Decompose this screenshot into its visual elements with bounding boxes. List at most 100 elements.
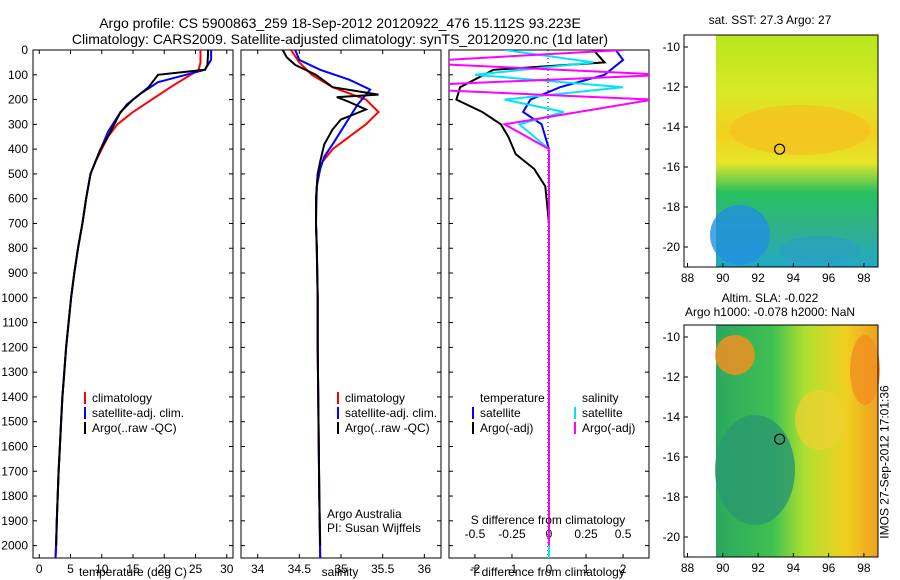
map-lon-label: 94 <box>787 561 801 575</box>
depth-tick-label: 1900 <box>1 514 28 528</box>
series-argo-raw-qc- <box>281 50 379 546</box>
map-lon-label: 90 <box>716 561 730 575</box>
difference-xlabel: T difference from climatology <box>471 565 625 579</box>
map-lon-label: 92 <box>751 271 765 285</box>
t-diff-tick-label: -2 <box>470 562 481 576</box>
map-lon-label: 96 <box>822 271 836 285</box>
argo-position-marker <box>773 433 786 445</box>
map-lon-label: 98 <box>857 271 871 285</box>
sst-cold-patch <box>710 205 770 265</box>
x-tick-label: 35.5 <box>371 562 395 576</box>
x-tick-label: 30 <box>220 562 234 576</box>
s-diff-tick-label: 0.5 <box>615 527 632 541</box>
x-tick-label: 10 <box>95 562 109 576</box>
legend-heading-salinity: salinity <box>582 391 619 405</box>
depth-tick-label: 0 <box>21 43 28 57</box>
map-lat-label: -14 <box>663 410 681 424</box>
series-climatology <box>54 50 202 558</box>
x-tick-label: 25 <box>189 562 203 576</box>
salinity-annotation-1: Argo Australia <box>327 507 402 521</box>
legend-label: satellite <box>582 406 623 420</box>
series-salinity-argo-adj- <box>449 50 649 546</box>
depth-tick-label: 1700 <box>1 464 28 478</box>
legend-heading-temperature: temperature <box>480 391 545 405</box>
depth-tick-label: 300 <box>8 117 28 131</box>
depth-tick-label: 1800 <box>1 489 28 503</box>
depth-tick-label: 700 <box>8 216 28 230</box>
plot-title-line-1: Argo profile: CS 5900863_259 18-Sep-2012… <box>99 15 581 31</box>
series-satellite-adj-clim- <box>54 50 213 558</box>
plot-title-line-2: Climatology: CARS2009. Satellite-adjuste… <box>71 31 609 47</box>
temperature-axes <box>32 49 234 559</box>
legend-label: satellite <box>480 406 521 420</box>
depth-tick-label: 1100 <box>2 316 28 330</box>
difference-xlabel-top: S difference from climatology <box>471 513 626 527</box>
map-lon-label: 92 <box>751 561 765 575</box>
depth-tick-label: 1000 <box>1 291 28 305</box>
salinity-axes <box>240 49 442 559</box>
t-diff-tick-label: -1 <box>507 562 518 576</box>
legend-label: satellite-adj. clim. <box>345 406 437 420</box>
depth-tick-label: 1300 <box>1 365 28 379</box>
legend-label: Argo(..raw -QC) <box>345 421 430 435</box>
legend-label: Argo(-adj) <box>480 421 533 435</box>
x-tick-label: 35 <box>334 562 348 576</box>
depth-tick-label: 800 <box>8 241 28 255</box>
x-tick-label: 0 <box>36 562 43 576</box>
sla-map-title-2: Argo h1000: -0.078 h2000: NaN <box>685 305 855 319</box>
map-lon-label: 94 <box>787 271 801 285</box>
sst-map <box>683 34 879 268</box>
t-diff-tick-label: 0 <box>546 562 553 576</box>
sla-mid-patch <box>795 390 845 450</box>
sst-map-title: sat. SST: 27.3 Argo: 27 <box>709 13 832 27</box>
map-lon-label: 88 <box>681 561 695 575</box>
depth-tick-label: 600 <box>8 192 28 206</box>
sst-warm-patch <box>730 105 870 155</box>
depth-tick-label: 1500 <box>1 415 28 429</box>
legend-label: climatology <box>345 391 405 405</box>
series-temperature-satellite <box>521 50 625 558</box>
temperature-legend: climatology satellite-adj. clim. Argo(..… <box>84 391 184 435</box>
legend-label: satellite-adj. clim. <box>92 406 184 420</box>
temperature-xlabel: temperature (deg C) <box>79 565 187 579</box>
sla-low-patch <box>715 415 795 525</box>
map-lon-label: 96 <box>822 561 836 575</box>
map-lat-label: -10 <box>663 330 681 344</box>
map-lat-label: -20 <box>663 530 681 544</box>
x-tick-label: 36 <box>418 562 432 576</box>
imos-timestamp: IMOS 27-Sep-2012 17:01:36 <box>877 385 892 539</box>
map-lat-label: -16 <box>663 160 681 174</box>
depth-tick-label: 500 <box>8 167 28 181</box>
salinity-legend: climatology satellite-adj. clim. Argo(..… <box>337 391 437 435</box>
depth-tick-label: 1200 <box>1 340 28 354</box>
depth-tick-label: 400 <box>8 142 28 156</box>
series-temperature-argo-adj- <box>455 50 607 546</box>
x-tick-label: 5 <box>67 562 74 576</box>
s-diff-tick-label: -0.25 <box>498 527 526 541</box>
map-lat-label: -12 <box>663 80 681 94</box>
salinity-xlabel: salinity <box>322 565 359 579</box>
x-tick-label: 34 <box>251 562 265 576</box>
x-tick-label: 34.5 <box>288 562 312 576</box>
x-tick-label: 15 <box>126 562 140 576</box>
argo-position-marker <box>773 143 786 155</box>
sst-cold-patch <box>780 236 860 264</box>
map-lat-label: -18 <box>663 200 681 214</box>
t-diff-tick-label: 1 <box>583 562 590 576</box>
legend-label: Argo(-adj) <box>582 421 635 435</box>
sla-high-patch <box>715 335 755 375</box>
x-tick-label: 20 <box>158 562 172 576</box>
s-diff-tick-label: -0.5 <box>465 527 486 541</box>
difference-legend: temperature satellite Argo(-adj) salinit… <box>472 391 635 435</box>
map-lon-label: 98 <box>857 561 871 575</box>
depth-tick-label: 200 <box>8 93 28 107</box>
map-lon-label: 90 <box>716 271 730 285</box>
sla-map-title-1: Altim. SLA: -0.022 <box>722 291 819 305</box>
sla-map <box>683 324 880 558</box>
sla-high-patch <box>850 335 880 405</box>
legend-label: Argo(..raw -QC) <box>92 421 177 435</box>
map-lat-label: -12 <box>663 370 681 384</box>
t-diff-tick-label: 2 <box>620 562 627 576</box>
s-diff-tick-label: 0.25 <box>574 527 598 541</box>
